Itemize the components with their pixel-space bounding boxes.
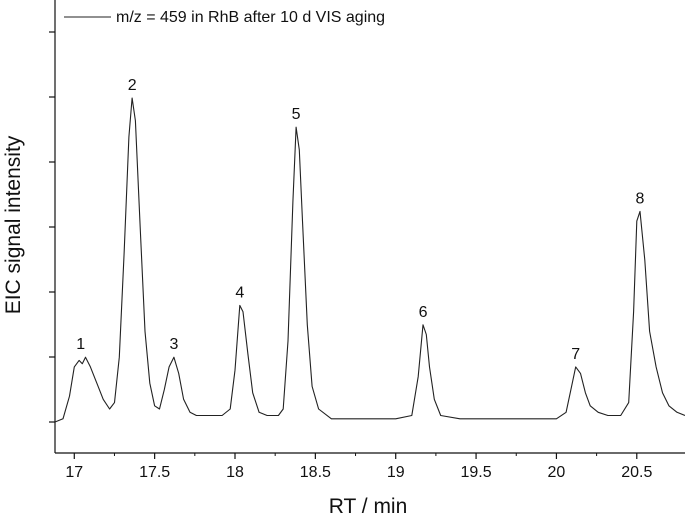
peak-label-8: 8 (636, 190, 645, 207)
x-tick-label: 19.5 (461, 464, 492, 481)
x-tick-label: 17 (65, 464, 83, 481)
x-tick-label: 18 (226, 464, 244, 481)
peak-label-2: 2 (128, 77, 137, 94)
y-axis-ticks (49, 31, 55, 423)
series-group (54, 97, 685, 423)
peak-label-7: 7 (571, 346, 580, 363)
peak-label-4: 4 (235, 284, 244, 301)
x-axis-title: RT / min (329, 495, 408, 518)
peak-labels: 1 2 3 4 5 6 7 8 (76, 77, 644, 363)
peak-label-6: 6 (419, 304, 428, 321)
series-line (54, 97, 685, 423)
x-tick-label: 20 (548, 464, 566, 481)
y-axis-title: EIC signal intensity (2, 135, 25, 314)
legend-label: m/z = 459 in RhB after 10 d VIS aging (116, 9, 385, 26)
x-tick-label: 19 (387, 464, 405, 481)
x-axis-ticks: 17 17.5 18 18.5 19 19.5 20 20.5 (65, 453, 652, 481)
x-tick-label: 18.5 (300, 464, 331, 481)
axes (54, 0, 685, 454)
peak-label-5: 5 (292, 106, 301, 123)
peak-label-1: 1 (76, 336, 85, 353)
x-tick-label: 17.5 (139, 464, 170, 481)
peak-label-3: 3 (169, 336, 178, 353)
x-tick-label: 20.5 (621, 464, 652, 481)
legend: m/z = 459 in RhB after 10 d VIS aging (64, 9, 385, 26)
